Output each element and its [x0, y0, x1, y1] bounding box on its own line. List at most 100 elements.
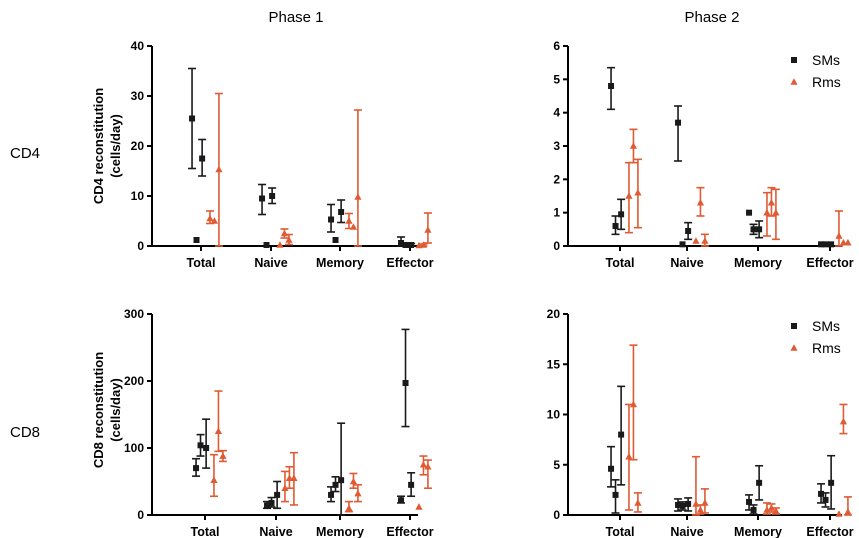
data-point [844, 238, 852, 246]
data-point [696, 506, 705, 513]
y-tick-label: 20 [547, 307, 561, 321]
data-point [772, 507, 780, 514]
data-point [402, 242, 409, 248]
data-point [772, 208, 780, 216]
legend: SMs Rms [790, 318, 841, 356]
data-point [835, 232, 843, 239]
data-point [274, 491, 281, 498]
y-tick-label: 0 [553, 239, 560, 253]
data-point [199, 155, 206, 162]
y-tick-label: 0 [137, 239, 144, 253]
data-point [424, 462, 432, 470]
data-point [763, 506, 771, 513]
x-tick-label: Naive [254, 256, 287, 270]
data-point [839, 417, 848, 425]
x-tick-label: Total [191, 525, 220, 538]
data-point [750, 226, 757, 233]
y-axis-label: CD4 reconstitution (cells/day) [91, 88, 123, 204]
data-point [746, 498, 753, 505]
data-point [767, 504, 776, 511]
data-point [835, 510, 843, 517]
series-rms [205, 92, 432, 249]
data-point [822, 241, 829, 248]
x-tick-label: Total [187, 256, 216, 270]
legend: SMs Rms [790, 52, 841, 90]
data-point [746, 209, 753, 216]
x-tick-label: Effector [386, 525, 433, 538]
data-point [263, 242, 270, 248]
data-point [193, 237, 200, 243]
phase-title-2: Phase 2 [684, 9, 739, 26]
data-point [349, 223, 358, 230]
data-point [612, 223, 619, 229]
data-point [679, 502, 686, 509]
data-point [332, 237, 339, 243]
x-tick-label: Memory [734, 256, 782, 270]
y-tick-label: 15 [547, 357, 561, 371]
panel-4: 0 5 10 15 20 Total Naive Memory Effector SMs Rms [547, 307, 854, 538]
data-point [634, 188, 642, 196]
y-tick-label: 0 [137, 508, 144, 522]
data-point [608, 465, 615, 472]
data-point [618, 431, 625, 438]
data-point [332, 481, 339, 488]
data-point [634, 499, 642, 506]
y-tick-label: 0 [553, 508, 560, 522]
panel-3: 0 100 200 300 Total Naive Memory Effector CD8 re… [91, 307, 434, 538]
data-point [701, 237, 709, 244]
data-point [844, 508, 852, 515]
y-tick-label: 10 [547, 408, 561, 422]
data-point [685, 500, 692, 507]
y-axis-label-line-1: CD8 reconstitution [91, 352, 106, 468]
y-tick-label: 20 [131, 139, 145, 153]
data-point [264, 502, 271, 509]
data-point [679, 241, 686, 248]
series-sms [188, 67, 416, 248]
data-point [398, 497, 405, 504]
data-point [828, 479, 835, 486]
data-point [398, 240, 405, 246]
panel-2: 0 1 2 3 4 5 6 Total Naive Memory Effector SMs Rms [553, 39, 853, 270]
data-point [408, 481, 415, 488]
y-axis-label-line-1: CD4 reconstitution [91, 88, 106, 204]
data-point [763, 208, 771, 216]
data-point [276, 241, 284, 248]
y-tick-label: 1 [553, 206, 560, 220]
data-point [692, 500, 700, 507]
data-point [618, 211, 625, 218]
data-point [328, 491, 335, 498]
data-point [193, 465, 200, 472]
x-tick-label: Memory [316, 525, 364, 538]
y-tick-label: 300 [124, 307, 144, 321]
y-tick-label: 3 [553, 139, 560, 153]
data-point [822, 496, 829, 503]
data-point [328, 216, 335, 223]
data-point [354, 193, 362, 200]
data-point [625, 452, 633, 460]
series-rms [624, 344, 852, 517]
row-label-cd8: CD8 [10, 424, 40, 441]
data-point [675, 501, 682, 508]
x-tick-label: Naive [670, 256, 703, 270]
data-point [268, 499, 275, 506]
y-tick-label: 200 [124, 374, 144, 388]
data-point [189, 115, 196, 122]
y-tick-label: 2 [553, 172, 560, 186]
data-point [696, 198, 705, 206]
y-tick-label: 4 [553, 106, 560, 120]
data-point [219, 452, 227, 459]
data-point [402, 380, 409, 387]
panel-1: 0 10 20 30 40 Total Naive Memory Effector CD4 rec… [91, 39, 434, 270]
data-point [608, 83, 615, 89]
data-point [692, 237, 700, 244]
legend-label: SMs [812, 318, 840, 334]
data-point [290, 474, 298, 481]
data-point [625, 192, 633, 199]
x-tick-label: Total [606, 256, 635, 270]
data-point [210, 476, 218, 483]
data-point [338, 477, 345, 484]
legend-label: Rms [812, 340, 841, 356]
data-point [215, 165, 223, 173]
